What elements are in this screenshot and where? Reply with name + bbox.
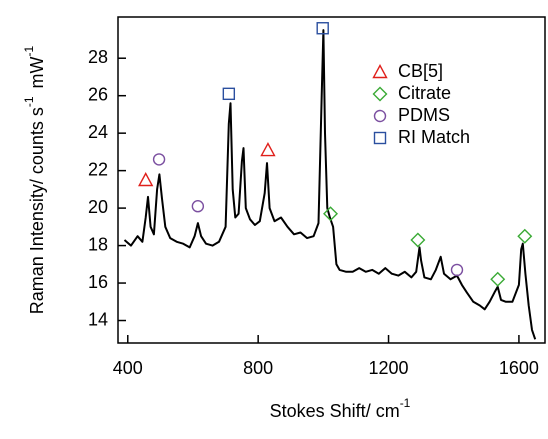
plot-frame <box>117 16 546 344</box>
marker <box>490 271 506 287</box>
y-tick-label: 26 <box>88 84 108 104</box>
x-label: Stokes Shift/ cm <box>270 401 400 421</box>
y-axis-title: Raman Intensity/ counts s-1mW-1 <box>22 45 47 314</box>
marker <box>222 87 236 101</box>
marker <box>316 22 329 35</box>
y-tick-label: 22 <box>88 159 108 179</box>
marker <box>373 109 387 123</box>
marker <box>410 232 426 248</box>
marker <box>372 86 388 102</box>
marker <box>373 131 387 145</box>
y-label-sup: -1 <box>22 96 36 107</box>
y-label: Raman Intensity/ counts s <box>27 107 47 314</box>
spectrum-line <box>123 29 537 340</box>
legend-label: Citrate <box>398 83 451 103</box>
marker <box>138 172 154 187</box>
y-label-sup: -1 <box>22 45 36 56</box>
y-tick-label: 28 <box>88 47 108 67</box>
x-label-sup: -1 <box>400 396 411 410</box>
y-tick-label: 20 <box>88 197 108 217</box>
x-axis-title: Stokes Shift/ cm-1 <box>270 396 411 421</box>
marker <box>260 142 276 157</box>
x-tick-label: 800 <box>243 358 273 378</box>
marker <box>152 153 166 166</box>
marker <box>517 228 533 244</box>
marker <box>372 64 388 79</box>
y-tick-label: 14 <box>88 309 108 329</box>
y-label-unit: mW <box>27 56 47 88</box>
marker <box>191 200 205 213</box>
y-tick-label: 16 <box>88 272 108 292</box>
y-tick-label: 18 <box>88 234 108 254</box>
x-tick-label: 400 <box>113 358 143 378</box>
x-tick-label: 1200 <box>369 358 409 378</box>
legend-label: CB[5] <box>398 61 443 81</box>
y-tick-label: 24 <box>88 122 108 142</box>
x-tick-label: 1600 <box>499 358 539 378</box>
legend-label: RI Match <box>398 127 470 147</box>
marker <box>323 206 339 222</box>
legend-label: PDMS <box>398 105 450 125</box>
marker <box>450 263 464 277</box>
